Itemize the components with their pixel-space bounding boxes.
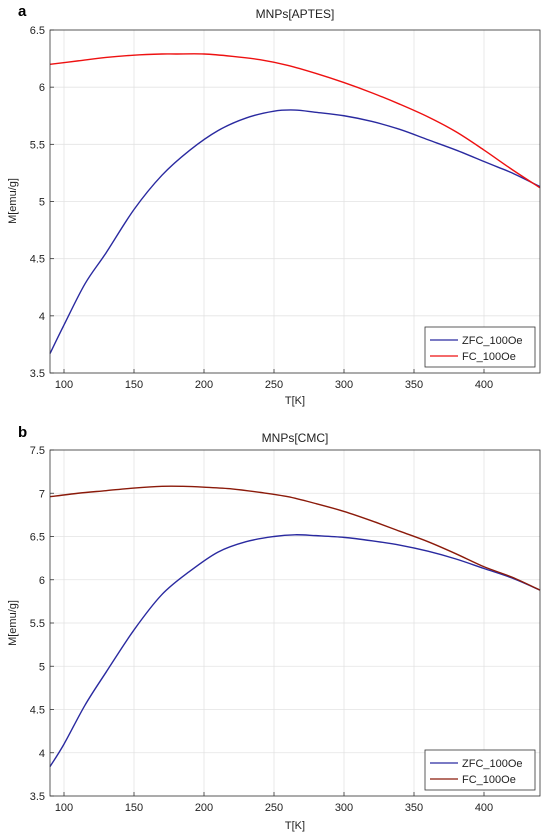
- x-tick-label: 150: [125, 379, 143, 391]
- chart-title-a: MNPs[APTES]: [256, 7, 335, 21]
- x-tick-label: 400: [475, 379, 493, 391]
- x-tick-label: 200: [195, 379, 213, 391]
- legend-label-fc-a: FC_100Oe: [462, 351, 516, 363]
- y-tick-label: 6: [39, 575, 45, 587]
- legend-label-fc-b: FC_100Oe: [462, 774, 516, 786]
- y-axis-label-b: M[emu/g]: [7, 600, 19, 646]
- series-group-b: [49, 485, 541, 767]
- series-line-fc-b: [49, 485, 541, 591]
- x-tick-label: 350: [405, 379, 423, 391]
- y-tick-label: 4: [39, 748, 45, 760]
- x-ticks-b: 100 150 200 250 300 350 400: [55, 792, 493, 814]
- legend-label-zfc-a: ZFC_100Oe: [462, 335, 523, 347]
- y-tick-label: 3.5: [30, 368, 45, 380]
- y-tick-label: 7.5: [30, 445, 45, 457]
- panel-label-a: a: [18, 3, 27, 20]
- series-line-fc-a: [49, 53, 541, 189]
- y-tick-label: 6.5: [30, 532, 45, 544]
- chart-title-b: MNPs[CMC]: [262, 431, 329, 445]
- legend-b: ZFC_100Oe FC_100Oe: [424, 749, 536, 791]
- y-tick-label: 5.5: [30, 139, 45, 151]
- x-tick-label: 100: [55, 802, 73, 814]
- x-tick-label: 300: [335, 379, 353, 391]
- grid-a: [50, 29, 540, 374]
- x-tick-label: 150: [125, 802, 143, 814]
- legend-box-a: [424, 326, 536, 368]
- x-tick-label: 400: [475, 802, 493, 814]
- x-tick-label: 200: [195, 802, 213, 814]
- chart-panel-a: a MNPs[APTES] 3.5 4 4.5 5 5.5 6 6.5 100 150 200 2…: [7, 3, 541, 407]
- legend-a: ZFC_100Oe FC_100Oe: [424, 326, 536, 368]
- series-line-zfc-a: [49, 109, 541, 354]
- y-tick-label: 5: [39, 661, 45, 673]
- y-tick-label: 3.5: [30, 791, 45, 803]
- y-tick-label: 4: [39, 311, 45, 323]
- y-tick-label: 4.5: [30, 705, 45, 717]
- x-tick-label: 250: [265, 379, 283, 391]
- x-tick-label: 350: [405, 802, 423, 814]
- legend-box-b: [424, 749, 536, 791]
- y-tick-label: 5.5: [30, 618, 45, 630]
- y-axis-label-a: M[emu/g]: [7, 178, 19, 224]
- y-tick-label: 4.5: [30, 254, 45, 266]
- y-ticks-a: 3.5 4 4.5 5 5.5 6 6.5: [30, 25, 54, 380]
- y-ticks-b: 3.5 4 4.5 5 5.5 6 6.5 7 7.5: [30, 445, 54, 803]
- y-tick-label: 6: [39, 82, 45, 94]
- x-axis-label-a: T[K]: [285, 395, 305, 407]
- x-axis-label-b: T[K]: [285, 820, 305, 832]
- panel-label-b: b: [18, 424, 27, 441]
- legend-label-zfc-b: ZFC_100Oe: [462, 758, 523, 770]
- y-tick-label: 6.5: [30, 25, 45, 37]
- y-tick-label: 5: [39, 197, 45, 209]
- x-ticks-a: 100 150 200 250 300 350 400: [55, 369, 493, 391]
- chart-panel-b: b MNPs[CMC] 3.5 4 4.5 5 5.5 6 6.5 7 7.5 100 150 20…: [7, 424, 541, 832]
- x-tick-label: 100: [55, 379, 73, 391]
- series-group-a: [49, 53, 541, 354]
- y-tick-label: 7: [39, 488, 45, 500]
- x-tick-label: 300: [335, 802, 353, 814]
- series-line-zfc-b: [49, 534, 541, 767]
- x-tick-label: 250: [265, 802, 283, 814]
